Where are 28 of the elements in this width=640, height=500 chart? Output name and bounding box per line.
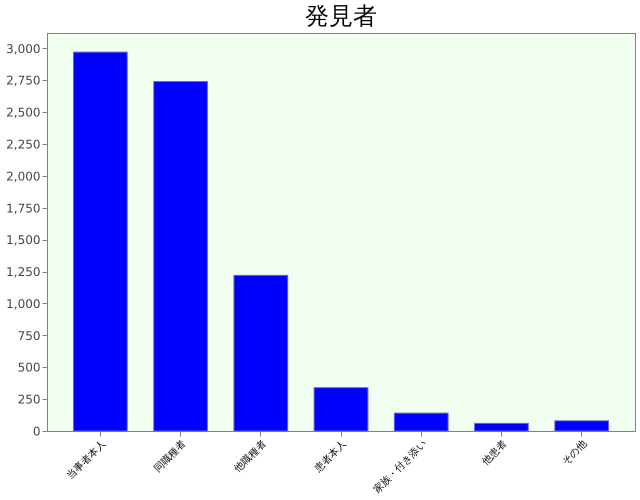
bar — [394, 412, 449, 432]
y-tick-label: 2,750 — [6, 74, 40, 88]
x-tick-label: 当事者本人 — [64, 438, 108, 482]
y-tick-label: 1,000 — [6, 296, 40, 311]
bar — [153, 80, 208, 432]
bar — [554, 420, 610, 432]
x-tick-label: 他職種者 — [232, 438, 269, 475]
y-tick-label: 1,750 — [6, 201, 40, 216]
y-tick-label: 250 — [18, 392, 40, 407]
bar — [314, 387, 368, 432]
x-tick-label: その他 — [560, 438, 590, 468]
y-tick-label: 0 — [32, 424, 40, 438]
bar — [474, 422, 529, 432]
x-tick-label: 患者本人 — [311, 438, 349, 476]
y-tick-label: 1,500 — [6, 233, 40, 248]
bar — [72, 52, 128, 432]
chart-title: 発見者 — [305, 2, 377, 30]
y-tick-label: 750 — [18, 328, 40, 343]
x-tick-label: 家族・付き添い — [371, 438, 429, 496]
x-tick-label: 他患者 — [480, 438, 510, 468]
y-tick-label: 3,000 — [6, 42, 40, 56]
y-tick-label: 1,250 — [6, 265, 40, 280]
y-tick-label: 500 — [18, 360, 40, 375]
y-tick-label: 2,500 — [6, 106, 40, 120]
y-tick-label: 2,250 — [6, 137, 40, 152]
bar — [233, 274, 288, 432]
x-tick-label: 同職種者 — [152, 438, 188, 475]
y-tick-label: 2,000 — [6, 169, 40, 184]
